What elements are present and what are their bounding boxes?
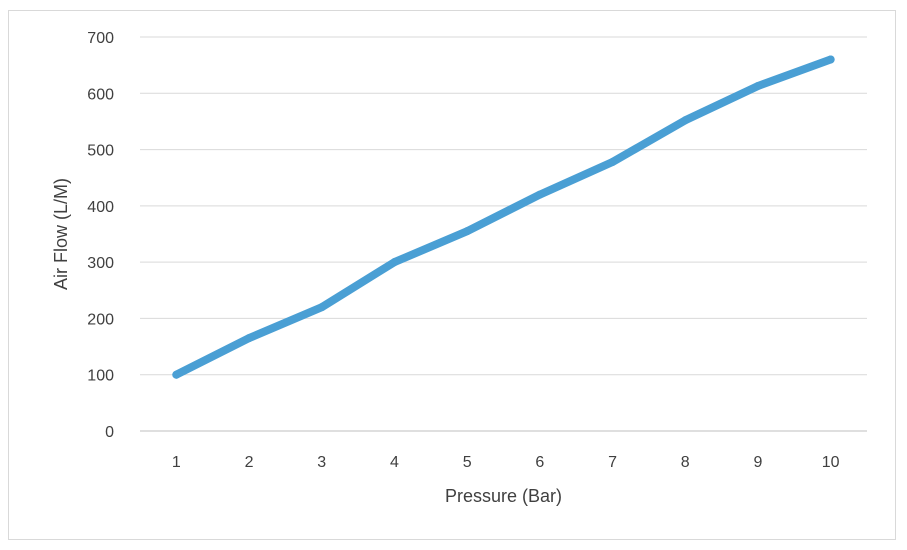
x-tick-labels: 1 2 3 4 5 6 7 8 9 10 — [172, 454, 840, 471]
data-point — [826, 55, 835, 64]
y-axis-title: Air Flow (L/M) — [51, 178, 71, 290]
y-tick-label: 0 — [105, 424, 114, 441]
data-point — [172, 370, 181, 379]
x-tick-label: 5 — [463, 454, 472, 471]
data-point — [317, 303, 326, 312]
x-tick-label: 2 — [245, 454, 254, 471]
data-point — [535, 190, 544, 199]
x-tick-label: 4 — [390, 454, 399, 471]
y-tick-label: 200 — [87, 311, 114, 328]
data-point — [753, 81, 762, 90]
x-tick-label: 6 — [535, 454, 544, 471]
x-tick-label: 10 — [822, 454, 840, 471]
x-tick-label: 1 — [172, 454, 181, 471]
y-tick-label: 500 — [87, 143, 114, 160]
x-tick-label: 7 — [608, 454, 617, 471]
x-tick-label: 8 — [681, 454, 690, 471]
x-tick-label: 9 — [753, 454, 762, 471]
y-tick-labels: 0 100 200 300 400 500 600 700 — [87, 30, 114, 441]
series-line — [172, 55, 835, 379]
data-points — [172, 55, 835, 379]
y-tick-label: 700 — [87, 30, 114, 47]
y-tick-label: 600 — [87, 86, 114, 103]
data-point — [681, 116, 690, 125]
data-point — [390, 258, 399, 267]
data-point — [608, 157, 617, 166]
x-tick-label: 3 — [317, 454, 326, 471]
chart-frame — [8, 10, 896, 540]
x-axis-title: Pressure (Bar) — [445, 486, 562, 506]
data-point — [245, 334, 254, 343]
y-tick-label: 400 — [87, 199, 114, 216]
y-tick-label: 100 — [87, 368, 114, 385]
y-tick-label: 300 — [87, 255, 114, 272]
data-point — [463, 227, 472, 236]
